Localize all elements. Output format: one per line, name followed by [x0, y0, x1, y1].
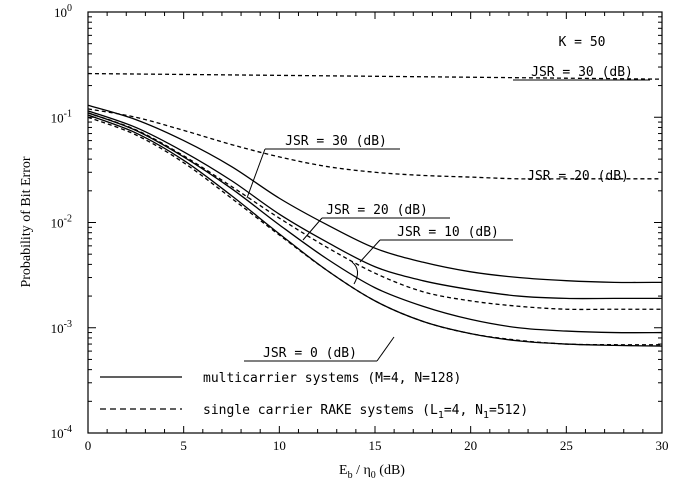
jsr-20-sc-label: JSR = 20 (dB): [527, 169, 629, 184]
x-tick-label: 10: [273, 438, 286, 453]
series-dashed-jsr-20: [87, 108, 662, 180]
x-tick-label: 30: [656, 438, 669, 453]
x-tick-label: 5: [180, 438, 187, 453]
x-tick-label: 20: [464, 438, 477, 453]
x-tick-labels: 0 5 10 15 20 25 30: [85, 438, 669, 453]
jsr-30-mc-label: JSR = 30 (dB): [285, 134, 387, 149]
y-tick-label: 10-3: [51, 319, 72, 336]
x-axis-title: Eb / η0 (dB): [339, 463, 405, 481]
jsr-30-sc-label: JSR = 30 (dB): [531, 65, 633, 80]
jsr-0-mc-label: JSR = 0 (dB): [263, 346, 357, 361]
series-dashed-jsr-10: [87, 112, 662, 311]
legend: multicarrier systems (M=4, N=128) single…: [100, 371, 528, 421]
y-tick-label: 10-1: [51, 108, 72, 125]
series-solid-jsr-30: [87, 104, 663, 284]
y-tick-label: 10-4: [51, 424, 72, 441]
jsr-10-mc-leader: [359, 239, 381, 263]
series-layer: [87, 72, 663, 347]
y-tick-labels: 100 10-1 10-2 10-3 10-4: [51, 3, 72, 441]
jsr-10-mc-label: JSR = 10 (dB): [397, 225, 499, 240]
y-tick-label: 100: [54, 3, 72, 20]
y-axis-title: Probability of Bit Error: [19, 156, 34, 287]
y-tick-label: 10-2: [51, 214, 72, 231]
series-solid-jsr-10: [87, 112, 663, 334]
x-tick-label: 15: [369, 438, 382, 453]
series-dashed-jsr-0: [87, 116, 663, 346]
x-tick-label: 0: [85, 438, 92, 453]
axis-ticks: [87, 11, 663, 434]
jsr-30-mc-leader: [246, 148, 266, 199]
k-label: K = 50: [559, 35, 606, 50]
jsr-10-mc-bracket: [351, 261, 358, 285]
jsr-20-mc-label: JSR = 20 (dB): [326, 203, 428, 218]
series-dashed-jsr-30: [87, 72, 663, 80]
legend-dashed-label: single carrier RAKE systems (L1=4, N1=51…: [203, 403, 528, 421]
jsr-20-mc-leader: [302, 217, 323, 241]
jsr-0-mc-leader: [376, 336, 395, 362]
series-solid-jsr-20: [87, 110, 662, 300]
legend-solid-label: multicarrier systems (M=4, N=128): [203, 371, 461, 386]
x-tick-label: 25: [560, 438, 573, 453]
